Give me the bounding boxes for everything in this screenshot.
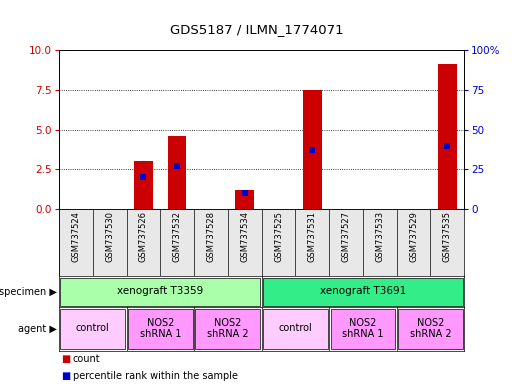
Text: agent ▶: agent ▶	[17, 324, 56, 334]
Text: GSM737534: GSM737534	[240, 211, 249, 262]
Bar	[330, 310, 396, 349]
Text: ■: ■	[62, 371, 71, 381]
Text: GSM737525: GSM737525	[274, 211, 283, 262]
Text: control: control	[279, 323, 312, 333]
Text: GSM737532: GSM737532	[173, 211, 182, 262]
Bar	[263, 310, 328, 349]
Text: xenograft T3691: xenograft T3691	[320, 286, 406, 296]
Bar	[235, 190, 254, 209]
Bar	[61, 278, 260, 306]
Text: NOS2
shRNA 1: NOS2 shRNA 1	[342, 318, 384, 339]
Text: GSM737526: GSM737526	[139, 211, 148, 262]
Text: GSM737535: GSM737535	[443, 211, 452, 262]
Bar	[168, 136, 187, 209]
Text: GSM737527: GSM737527	[342, 211, 350, 262]
Bar	[303, 90, 322, 209]
Text: GSM737530: GSM737530	[105, 211, 114, 262]
Text: NOS2
shRNA 2: NOS2 shRNA 2	[207, 318, 249, 339]
Text: specimen ▶: specimen ▶	[0, 287, 56, 297]
Text: GSM737533: GSM737533	[376, 211, 384, 262]
Text: control: control	[76, 323, 110, 333]
Text: percentile rank within the sample: percentile rank within the sample	[73, 371, 238, 381]
Bar	[438, 64, 457, 209]
Text: GSM737529: GSM737529	[409, 211, 418, 262]
Text: GDS5187 / ILMN_1774071: GDS5187 / ILMN_1774071	[170, 23, 343, 36]
Text: GSM737524: GSM737524	[71, 211, 81, 262]
Bar	[263, 278, 463, 306]
Text: NOS2
shRNA 2: NOS2 shRNA 2	[410, 318, 451, 339]
Bar	[128, 310, 193, 349]
Text: GSM737528: GSM737528	[206, 211, 215, 262]
Text: xenograft T3359: xenograft T3359	[117, 286, 204, 296]
Text: GSM737531: GSM737531	[308, 211, 317, 262]
Text: NOS2
shRNA 1: NOS2 shRNA 1	[140, 318, 181, 339]
Text: count: count	[73, 354, 101, 364]
Bar	[134, 162, 153, 209]
Text: ■: ■	[62, 354, 71, 364]
Bar	[61, 310, 125, 349]
Bar	[398, 310, 463, 349]
Bar	[195, 310, 260, 349]
